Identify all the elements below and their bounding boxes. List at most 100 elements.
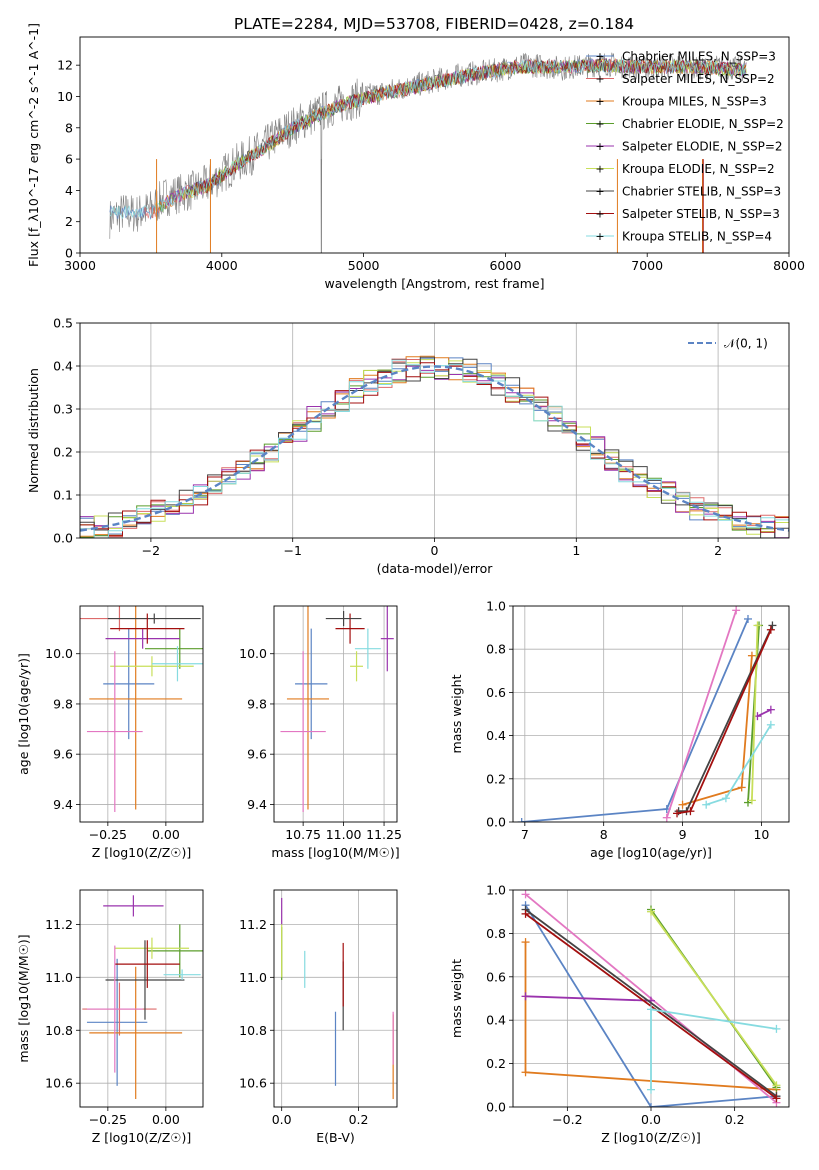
y-tick-label: 0.6 [486,685,506,700]
y-tick-label: 11.2 [239,917,267,932]
x-tick-label: −2 [142,543,160,558]
y-axis-label: mass weight [449,674,464,753]
y-tick-label: 0.0 [486,815,506,830]
y-tick-label: 6 [65,152,73,167]
legend-entry: Chabrier MILES, N_SSP=3 [622,50,776,64]
x-tick-label: 8 [600,827,608,842]
x-tick-label: −1 [283,543,301,558]
x-tick-label: 11.00 [326,827,362,842]
y-tick-label: 1.0 [486,883,506,898]
legend-entry: 𝒩(0, 1) [724,337,768,351]
y-tick-label: 9.6 [247,747,267,762]
plot-area-mass-ebv [274,890,397,1107]
panel-residuals: −2 −1 0 1 2 0.0 0.1 0.2 0.3 0.4 0.5 (data-model)/er… [26,316,790,576]
x-axis-label: Z [log10(Z/Z☉)] [601,1130,701,1145]
y-tick-label: 11.2 [45,917,73,932]
y-axis-label: Normed distribution [26,368,41,493]
x-tick-label: 0.2 [349,1112,369,1127]
x-tick-label: −0.25 [89,1112,127,1127]
y-tick-label: 0.4 [53,359,73,374]
x-axis-label: Z [log10(Z/Z☉)] [92,845,192,860]
x-tick-label: 0.0 [641,1112,661,1127]
y-axis-label: age [log10(age/yr)] [16,653,31,775]
legend-entry: Kroupa MILES, N_SSP=3 [622,95,767,109]
x-tick-label: 6000 [489,258,521,273]
x-axis-label: Z [log10(Z/Z☉)] [92,1130,192,1145]
model-spectrum-line [109,58,747,220]
panel-weight-age: 7 8 9 10 0.0 0.2 0.4 0.6 0.8 1.0 age [log10(age/yr… [449,599,790,860]
x-tick-label: 0.00 [152,827,180,842]
y-tick-label: 0.5 [53,316,73,331]
plot-area-age-z [80,606,203,822]
axes-frame [512,605,790,823]
residual-histogram [80,359,789,538]
y-tick-label: 9.6 [53,747,73,762]
y-tick-label: 0.8 [486,642,506,657]
x-axis-label: mass [log10(M/M☉)] [271,845,399,860]
panel-mass-z: −0.25 0.00 10.6 10.8 11.0 11.2 Z [log10(Z/Z☉)]… [16,889,204,1145]
axes-frame [79,36,790,254]
legend-entry: Kroupa ELODIE, N_SSP=2 [622,162,775,176]
y-tick-label: 10.6 [239,1076,267,1091]
y-tick-label: 0.3 [53,402,73,417]
weight-line [524,908,778,1097]
axes-frame [79,889,204,1108]
legend-marker: + [595,140,604,153]
y-tick-label: 0.2 [53,445,73,460]
weight-line [682,655,753,806]
x-tick-label: 5000 [348,258,380,273]
axes-frame [273,889,398,1108]
x-tick-label: 8000 [773,258,805,273]
y-tick-label: 0.2 [486,771,506,786]
x-tick-label: 10 [753,827,769,842]
legend-entry: Salpeter ELODIE, N_SSP=2 [622,140,783,154]
weight-line [650,911,778,1086]
y-tick-label: 11.0 [239,970,267,985]
legend-entry: Chabrier STELIB, N_SSP=3 [622,185,781,199]
axes-frame [273,605,398,823]
x-tick-label: 9 [679,827,687,842]
panel-age-mass: 10.75 11.00 11.25 9.4 9.6 9.8 10.0 mass [log10(… [239,605,402,860]
axes-frame [512,889,790,1108]
y-tick-label: 0.4 [486,728,506,743]
y-tick-label: 10.0 [239,646,267,661]
y-axis-label: mass [log10(M/M☉)] [16,934,31,1062]
plot-area-spectrum [109,52,747,253]
panel-age-z: −0.25 0.00 9.4 9.6 9.8 10.0 Z [log10(Z/Z☉)] age… [16,605,204,860]
plot-area-weight-age [513,606,789,822]
plot-area-weight-z [513,890,789,1107]
weight-line [525,995,652,1002]
weight-line [751,625,759,801]
weight-line [757,708,772,718]
x-tick-label: 0.0 [272,1112,292,1127]
legend-marker: + [595,50,604,63]
y-tick-label: 1.0 [486,599,506,614]
plot-area-residuals [80,323,789,538]
y-tick-label: 0.4 [486,1013,506,1028]
y-axis-label: mass weight [449,959,464,1038]
y-tick-label: 12 [57,58,73,73]
x-axis-label: (data-model)/error [377,561,494,576]
x-tick-label: 0.2 [725,1112,745,1127]
x-axis-label: age [log10(age/yr)] [590,845,712,860]
panel-mass-ebv: 0.0 0.2 10.6 10.8 11.0 11.2 E(B-V) [239,889,398,1145]
y-tick-label: 4 [65,183,73,198]
y-tick-label: 0.2 [486,1056,506,1071]
x-axis-label: wavelength [Angstrom, rest frame] [324,276,544,291]
y-tick-label: 0.1 [53,488,73,503]
y-tick-label: 10.0 [45,646,73,661]
y-tick-label: 0 [65,246,73,261]
legend-marker: + [595,118,604,131]
weight-line [524,904,777,1107]
legend-marker: + [595,73,604,86]
x-tick-label: 11.25 [366,827,402,842]
y-tick-label: 0.0 [53,531,73,546]
x-tick-label: 2 [714,543,722,558]
x-tick-label: 7 [521,827,529,842]
y-tick-label: 0.6 [486,969,506,984]
x-tick-label: 4000 [206,258,238,273]
x-tick-label: −0.2 [552,1112,582,1127]
x-tick-label: 0.00 [152,1112,180,1127]
legend-entry: Salpeter STELIB, N_SSP=3 [622,207,780,221]
